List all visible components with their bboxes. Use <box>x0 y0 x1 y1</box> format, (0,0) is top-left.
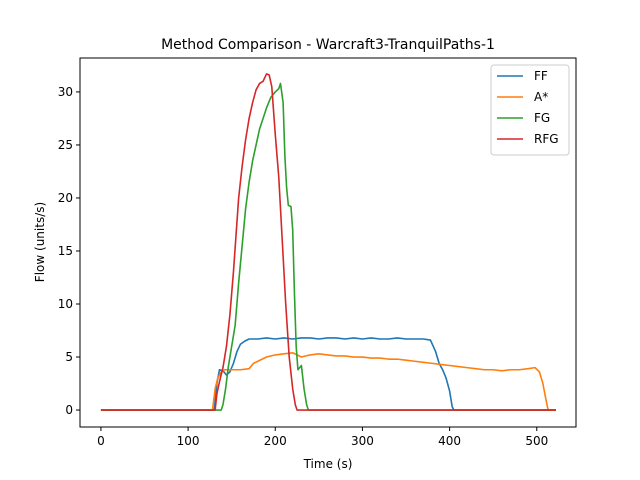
legend-label: RFG <box>534 132 559 146</box>
x-tick-label: 100 <box>177 434 200 448</box>
y-axis: 0 5 10 15 20 25 30 <box>58 85 80 417</box>
series-line-a- <box>100 351 556 411</box>
y-tick-label: 25 <box>58 138 73 152</box>
legend-box <box>490 64 570 156</box>
plot-frame <box>79 57 577 428</box>
x-tick-label: 300 <box>351 434 374 448</box>
x-axis-label: Time (s) <box>303 457 353 471</box>
x-tick-label: 500 <box>525 434 548 448</box>
legend: FF A* FG RFG <box>490 64 570 156</box>
x-axis: 0 100 200 300 400 500 <box>97 427 548 448</box>
x-tick-label: 0 <box>97 434 105 448</box>
y-tick-label: 30 <box>58 85 73 99</box>
series-line-ff <box>100 337 556 411</box>
series-line-fg <box>100 82 556 411</box>
y-tick-label: 15 <box>58 244 73 258</box>
y-tick-label: 20 <box>58 191 73 205</box>
legend-label: A* <box>534 90 548 104</box>
y-axis-label: Flow (units/s) <box>33 202 47 282</box>
series-line-rfg <box>100 73 556 411</box>
x-tick-label: 200 <box>264 434 287 448</box>
y-tick-label: 10 <box>58 297 73 311</box>
x-tick-label: 400 <box>438 434 461 448</box>
y-tick-label: 5 <box>65 350 73 364</box>
legend-label: FF <box>534 69 548 83</box>
series-layer <box>100 73 556 411</box>
y-tick-label: 0 <box>65 403 73 417</box>
legend-label: FG <box>534 111 550 125</box>
chart-title: Method Comparison - Warcraft3-TranquilPa… <box>161 37 495 53</box>
